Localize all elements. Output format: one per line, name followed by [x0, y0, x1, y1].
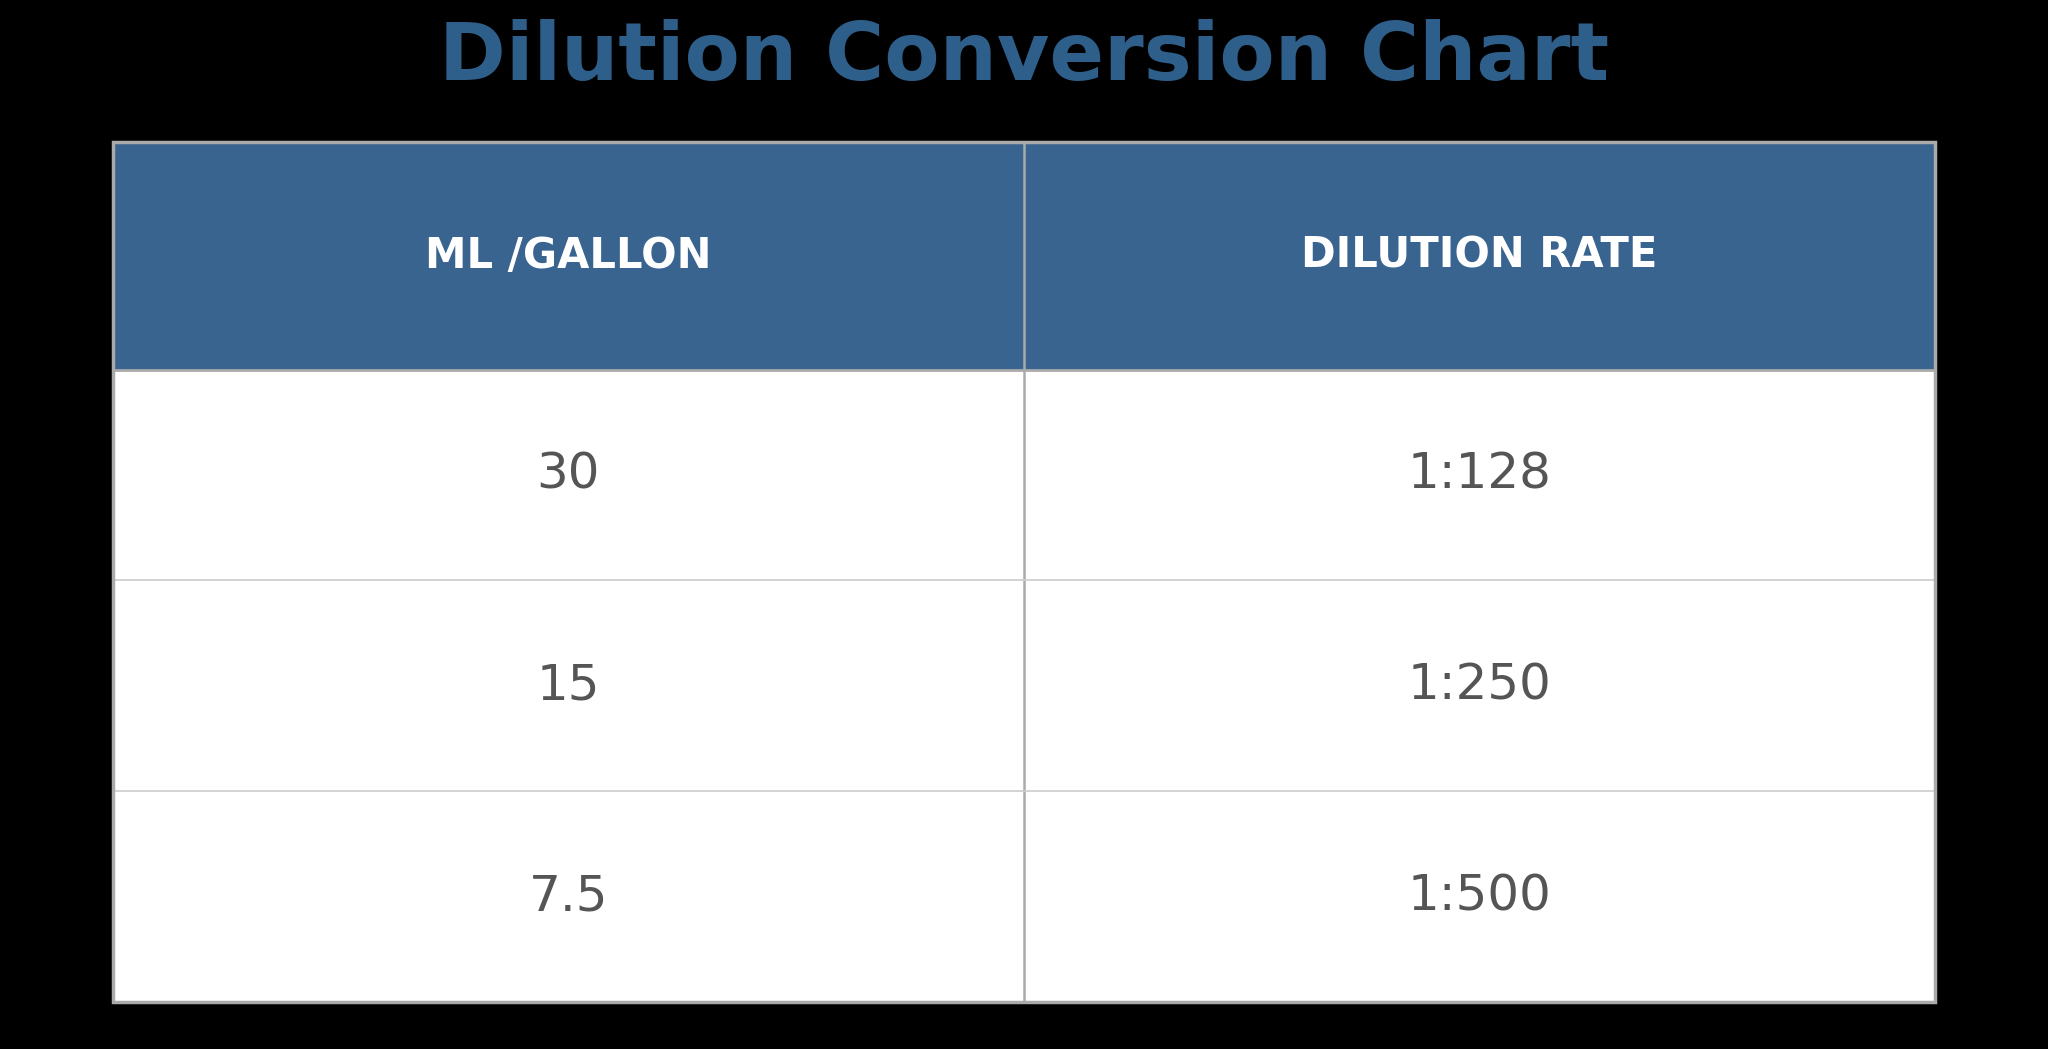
- Bar: [113, 142, 1935, 1002]
- Text: Dilution Conversion Chart: Dilution Conversion Chart: [438, 19, 1610, 97]
- Bar: [113, 142, 1935, 369]
- Text: 1:250: 1:250: [1407, 662, 1552, 710]
- Text: 7.5: 7.5: [528, 873, 608, 920]
- Text: 1:128: 1:128: [1407, 451, 1552, 499]
- Text: DILUTION RATE: DILUTION RATE: [1300, 235, 1659, 277]
- Text: ML /GALLON: ML /GALLON: [426, 235, 711, 277]
- Text: 15: 15: [537, 662, 600, 710]
- Text: 1:500: 1:500: [1407, 873, 1552, 920]
- Text: 30: 30: [537, 451, 600, 499]
- Bar: [113, 142, 1935, 1002]
